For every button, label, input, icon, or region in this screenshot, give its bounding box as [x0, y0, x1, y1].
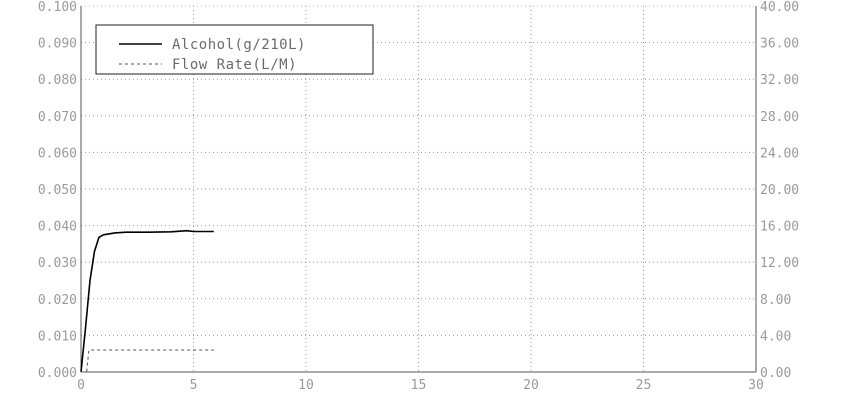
y-tick-label: 0.010: [38, 329, 77, 344]
y2-tick-label: 0.00: [760, 366, 791, 381]
axes: [80, 5, 757, 373]
y2-tick-label: 8.00: [760, 293, 791, 308]
y2-tick-label: 24.00: [760, 146, 799, 161]
y2-tick-label: 36.00: [760, 37, 799, 52]
x-tick-label: 0: [77, 378, 85, 393]
y-tick-label: 0.040: [38, 220, 77, 235]
x-tick-label: 25: [636, 378, 652, 393]
tick-labels: 0.0000.0100.0200.0300.0400.0500.0600.070…: [38, 0, 799, 393]
x-tick-label: 10: [298, 378, 314, 393]
y-tick-label: 0.060: [38, 146, 77, 161]
x-tick-label: 30: [748, 378, 764, 393]
y2-tick-label: 28.00: [760, 110, 799, 125]
series-lines: [80, 229, 214, 373]
y2-tick-label: 16.00: [760, 220, 799, 235]
y-tick-label: 0.030: [38, 256, 77, 271]
y2-tick-label: 20.00: [760, 183, 799, 198]
series-line-alcohol: [80, 229, 214, 373]
y2-tick-label: 4.00: [760, 329, 791, 344]
y-tick-label: 0.100: [38, 0, 77, 15]
legend-label-flow-rate: Flow Rate(L/M): [172, 57, 297, 73]
x-tick-label: 5: [190, 378, 198, 393]
legend: Alcohol(g/210L) Flow Rate(L/M): [95, 24, 374, 75]
y2-tick-label: 32.00: [760, 73, 799, 88]
x-tick-label: 20: [523, 378, 539, 393]
y-tick-label: 0.090: [38, 37, 77, 52]
series-line-flow-rate: [81, 349, 214, 373]
y-tick-label: 0.070: [38, 110, 77, 125]
y-tick-label: 0.050: [38, 183, 77, 198]
y-tick-label: 0.020: [38, 293, 77, 308]
x-tick-label: 15: [411, 378, 427, 393]
y2-tick-label: 40.00: [760, 0, 799, 15]
y-tick-label: 0.000: [38, 366, 77, 381]
legend-box: [95, 24, 374, 75]
y2-tick-label: 12.00: [760, 256, 799, 271]
y-tick-label: 0.080: [38, 73, 77, 88]
legend-label-alcohol: Alcohol(g/210L): [172, 37, 306, 53]
